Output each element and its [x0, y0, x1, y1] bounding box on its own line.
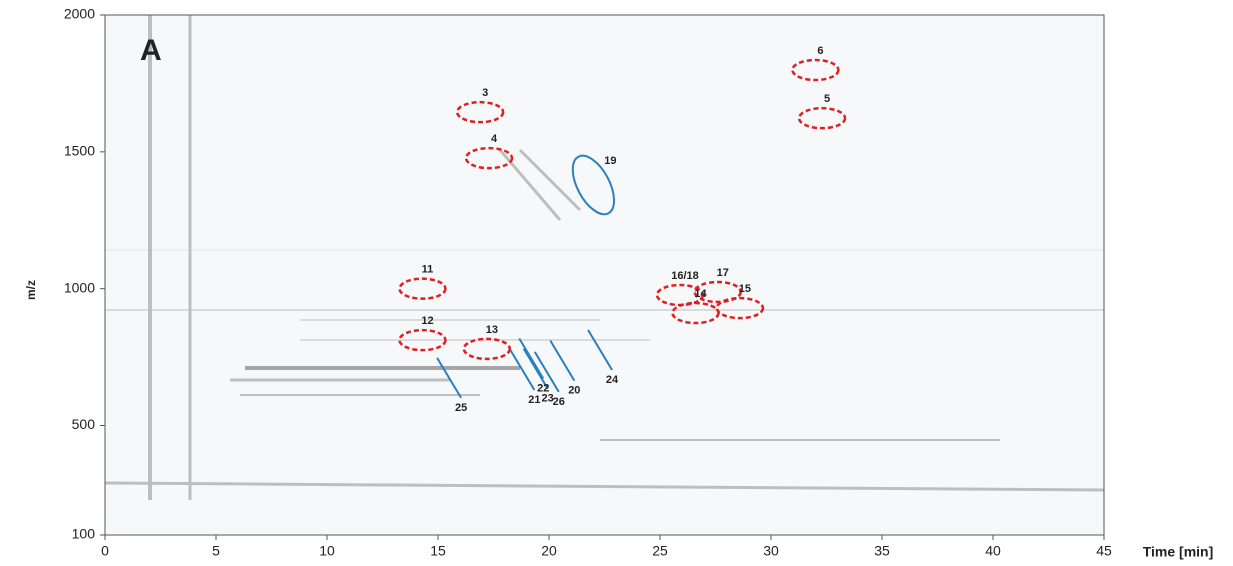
y-tick-label: 100	[72, 526, 96, 542]
marker-label: 26	[553, 396, 565, 408]
x-tick-label: 5	[212, 543, 220, 559]
x-tick-label: 15	[430, 543, 446, 559]
x-axis-label: Time [min]	[1143, 544, 1214, 560]
x-tick-label: 40	[985, 543, 1001, 559]
marker-label: 17	[717, 267, 729, 279]
marker-label: 14	[694, 288, 707, 300]
panel-label: A	[140, 34, 162, 67]
marker-label: 3	[482, 87, 488, 99]
y-axis-label: m/z	[24, 280, 38, 300]
marker-label: 11	[422, 264, 434, 276]
marker-label: 12	[421, 315, 433, 327]
marker-label: 22	[537, 382, 549, 394]
marker-label: 21	[528, 394, 540, 406]
x-tick-label: 30	[763, 543, 779, 559]
x-tick-label: 0	[101, 543, 109, 559]
marker-label: 13	[486, 324, 498, 336]
marker-label: 5	[824, 93, 830, 105]
x-tick-label: 10	[319, 543, 335, 559]
marker-label: 20	[568, 385, 580, 397]
x-tick-label: 45	[1096, 543, 1112, 559]
marker-label: 24	[606, 374, 619, 386]
y-tick-label: 2000	[64, 6, 95, 22]
marker-label: 16/18	[671, 270, 699, 282]
marker-label: 19	[604, 155, 616, 167]
y-tick-label: 500	[72, 416, 96, 432]
marker-label: 25	[455, 402, 467, 414]
marker-label: 15	[739, 283, 751, 295]
chart: A Time [min] m/z 05101520253035404510050…	[0, 0, 1233, 566]
plot-area	[105, 15, 1104, 535]
x-tick-label: 20	[541, 543, 557, 559]
y-tick-label: 1000	[64, 279, 95, 295]
x-tick-label: 25	[652, 543, 668, 559]
x-tick-label: 35	[874, 543, 890, 559]
marker-label: 4	[491, 133, 498, 145]
marker-label: 6	[817, 45, 823, 57]
y-tick-label: 1500	[64, 143, 95, 159]
